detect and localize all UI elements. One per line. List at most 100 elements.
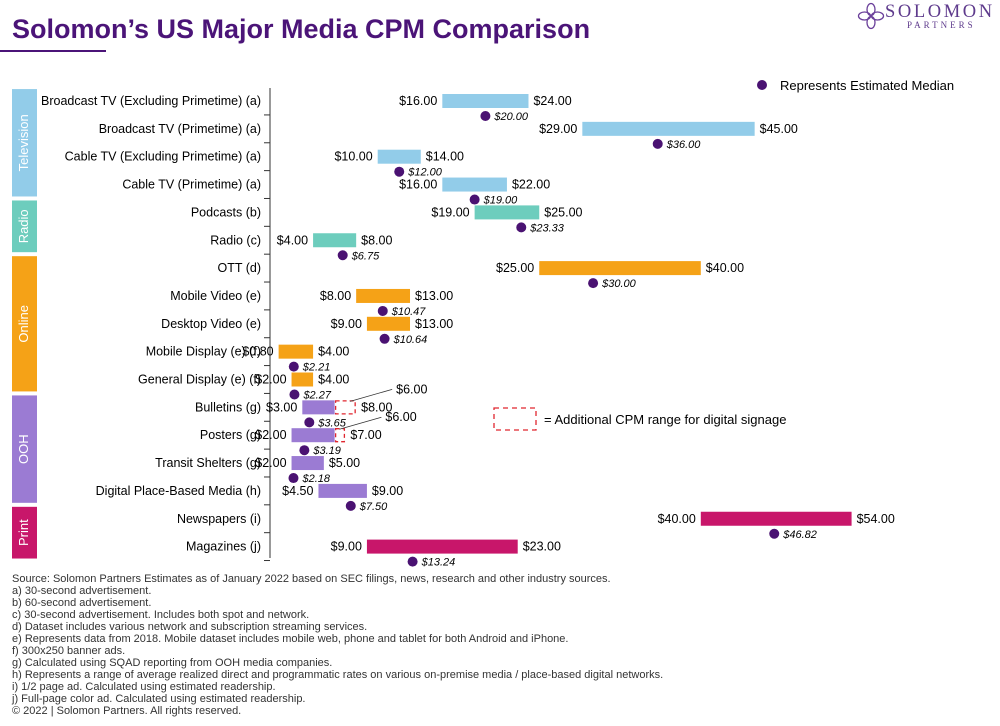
- median-marker: [469, 194, 480, 205]
- high-value-label: $7.00: [350, 428, 381, 442]
- high-value-label: $40.00: [706, 261, 744, 275]
- median-label: $3.19: [312, 445, 341, 457]
- legend-signage-swatch: [493, 407, 537, 431]
- low-value-label: $16.00: [399, 94, 437, 108]
- low-value-label: $2.00: [255, 456, 286, 470]
- median-label: $3.65: [317, 417, 346, 429]
- high-value-label: $8.00: [361, 233, 392, 247]
- category-label: Mobile Video (e): [170, 289, 261, 303]
- median-marker: [337, 250, 348, 261]
- low-value-label: $0.80: [242, 345, 273, 359]
- signage-callout-label: $6.00: [385, 410, 416, 424]
- cpm-chart: Television Radio Online OOH Print Broadcast T…: [12, 78, 954, 569]
- footnotes: Source: Solomon Partners Estimates as of…: [12, 573, 663, 717]
- category-label: Podcasts (b): [191, 205, 261, 219]
- range-bar: [313, 233, 357, 248]
- footnote-line: © 2022 | Solomon Partners. All rights re…: [12, 705, 242, 717]
- legend-median-label: Represents Estimated Median: [780, 78, 954, 93]
- median-label: $19.00: [483, 195, 519, 207]
- category-label: General Display (e) (f): [138, 373, 261, 387]
- median-marker: [288, 473, 299, 484]
- range-bar: [442, 177, 507, 192]
- median-marker: [299, 445, 310, 456]
- median-marker: [769, 528, 780, 539]
- footnote-line: d) Dataset includes various network and …: [12, 621, 368, 633]
- median-marker: [516, 222, 527, 233]
- category-label: Digital Place-Based Media (h): [96, 484, 261, 498]
- low-value-label: $25.00: [496, 261, 534, 275]
- low-value-label: $29.00: [539, 122, 577, 136]
- footnote-line: j) Full-page color ad. Calculated using …: [12, 693, 306, 705]
- low-value-label: $16.00: [399, 178, 437, 192]
- signage-callout-line: [350, 388, 393, 402]
- title-underline: [0, 50, 106, 52]
- group-label: Television: [16, 114, 31, 171]
- category-label: Radio (c): [210, 233, 261, 247]
- legend-median-marker: [757, 80, 767, 90]
- median-label: $2.27: [302, 390, 331, 402]
- footnote-line: a) 30-second advertisement.: [12, 585, 152, 597]
- group-label: Online: [16, 305, 31, 343]
- category-label: OTT (d): [217, 261, 261, 275]
- range-bar: [291, 456, 324, 471]
- range-bar: [356, 288, 411, 303]
- median-label: $12.00: [407, 167, 443, 179]
- median-marker: [652, 138, 663, 149]
- page-title: Solomon’s US Major Media CPM Comparison: [12, 14, 591, 44]
- median-label: $36.00: [666, 139, 702, 151]
- range-bar: [302, 400, 335, 415]
- category-label: Desktop Video (e): [161, 317, 261, 331]
- category-label: Bulletins (g): [195, 400, 261, 414]
- category-label: Broadcast TV (Excluding Primetime) (a): [41, 94, 261, 108]
- footnote-line: c) 30-second advertisement. Includes bot…: [12, 609, 310, 621]
- group-band-print: [12, 506, 37, 559]
- signage-callout-line: [339, 416, 382, 430]
- high-value-label: $13.00: [415, 317, 453, 331]
- median-label: $6.75: [351, 250, 380, 262]
- median-label: $10.47: [391, 306, 427, 318]
- footnote-line: i) 1/2 page ad. Calculated using estimat…: [12, 681, 276, 693]
- median-marker: [407, 556, 418, 567]
- category-label: Mobile Display (e) (f): [146, 345, 261, 359]
- signage-extension: [334, 428, 346, 443]
- category-label: Cable TV (Excluding Primetime) (a): [65, 150, 261, 164]
- company-logo: SOLOMON PARTNERS: [857, 2, 997, 30]
- category-label: Newspapers (i): [177, 512, 261, 526]
- signage-extension: [334, 400, 356, 415]
- low-value-label: $9.00: [331, 317, 362, 331]
- high-value-label: $4.00: [318, 373, 349, 387]
- high-value-label: $5.00: [329, 456, 360, 470]
- footnote-line: b) 60-second advertisement.: [12, 597, 152, 609]
- range-bar: [377, 149, 421, 164]
- group-label: Print: [16, 519, 31, 546]
- high-value-label: $13.00: [415, 289, 453, 303]
- high-value-label: $4.00: [318, 345, 349, 359]
- median-marker: [480, 111, 491, 121]
- low-value-label: $19.00: [431, 205, 469, 219]
- signage-callout-label: $6.00: [396, 382, 427, 396]
- high-value-label: $9.00: [372, 484, 403, 498]
- low-value-label: $2.00: [255, 428, 286, 442]
- range-bar: [318, 483, 367, 498]
- high-value-label: $14.00: [426, 150, 464, 164]
- category-label: Posters (g): [200, 428, 261, 442]
- legend-signage-label: = Additional CPM range for digital signa…: [544, 412, 786, 427]
- footnote-line: e) Represents data from 2018. Mobile dat…: [12, 633, 569, 645]
- group-band-television: [12, 89, 37, 197]
- median-label: $7.50: [359, 501, 388, 513]
- range-bar: [700, 511, 852, 526]
- range-bar: [278, 344, 314, 359]
- group-band-online: [12, 256, 37, 392]
- median-label: $23.33: [529, 222, 565, 234]
- median-marker: [345, 500, 356, 511]
- median-label: $30.00: [601, 278, 637, 290]
- median-label: $10.64: [393, 334, 428, 346]
- low-value-label: $10.00: [334, 150, 372, 164]
- median-marker: [289, 389, 300, 400]
- median-marker: [588, 278, 599, 289]
- high-value-label: $45.00: [760, 122, 798, 136]
- median-label: $13.24: [421, 557, 456, 569]
- category-label: Transit Shelters (g): [155, 456, 261, 470]
- footnote-line: f) 300x250 banner ads.: [12, 645, 126, 657]
- low-value-label: $3.00: [266, 400, 297, 414]
